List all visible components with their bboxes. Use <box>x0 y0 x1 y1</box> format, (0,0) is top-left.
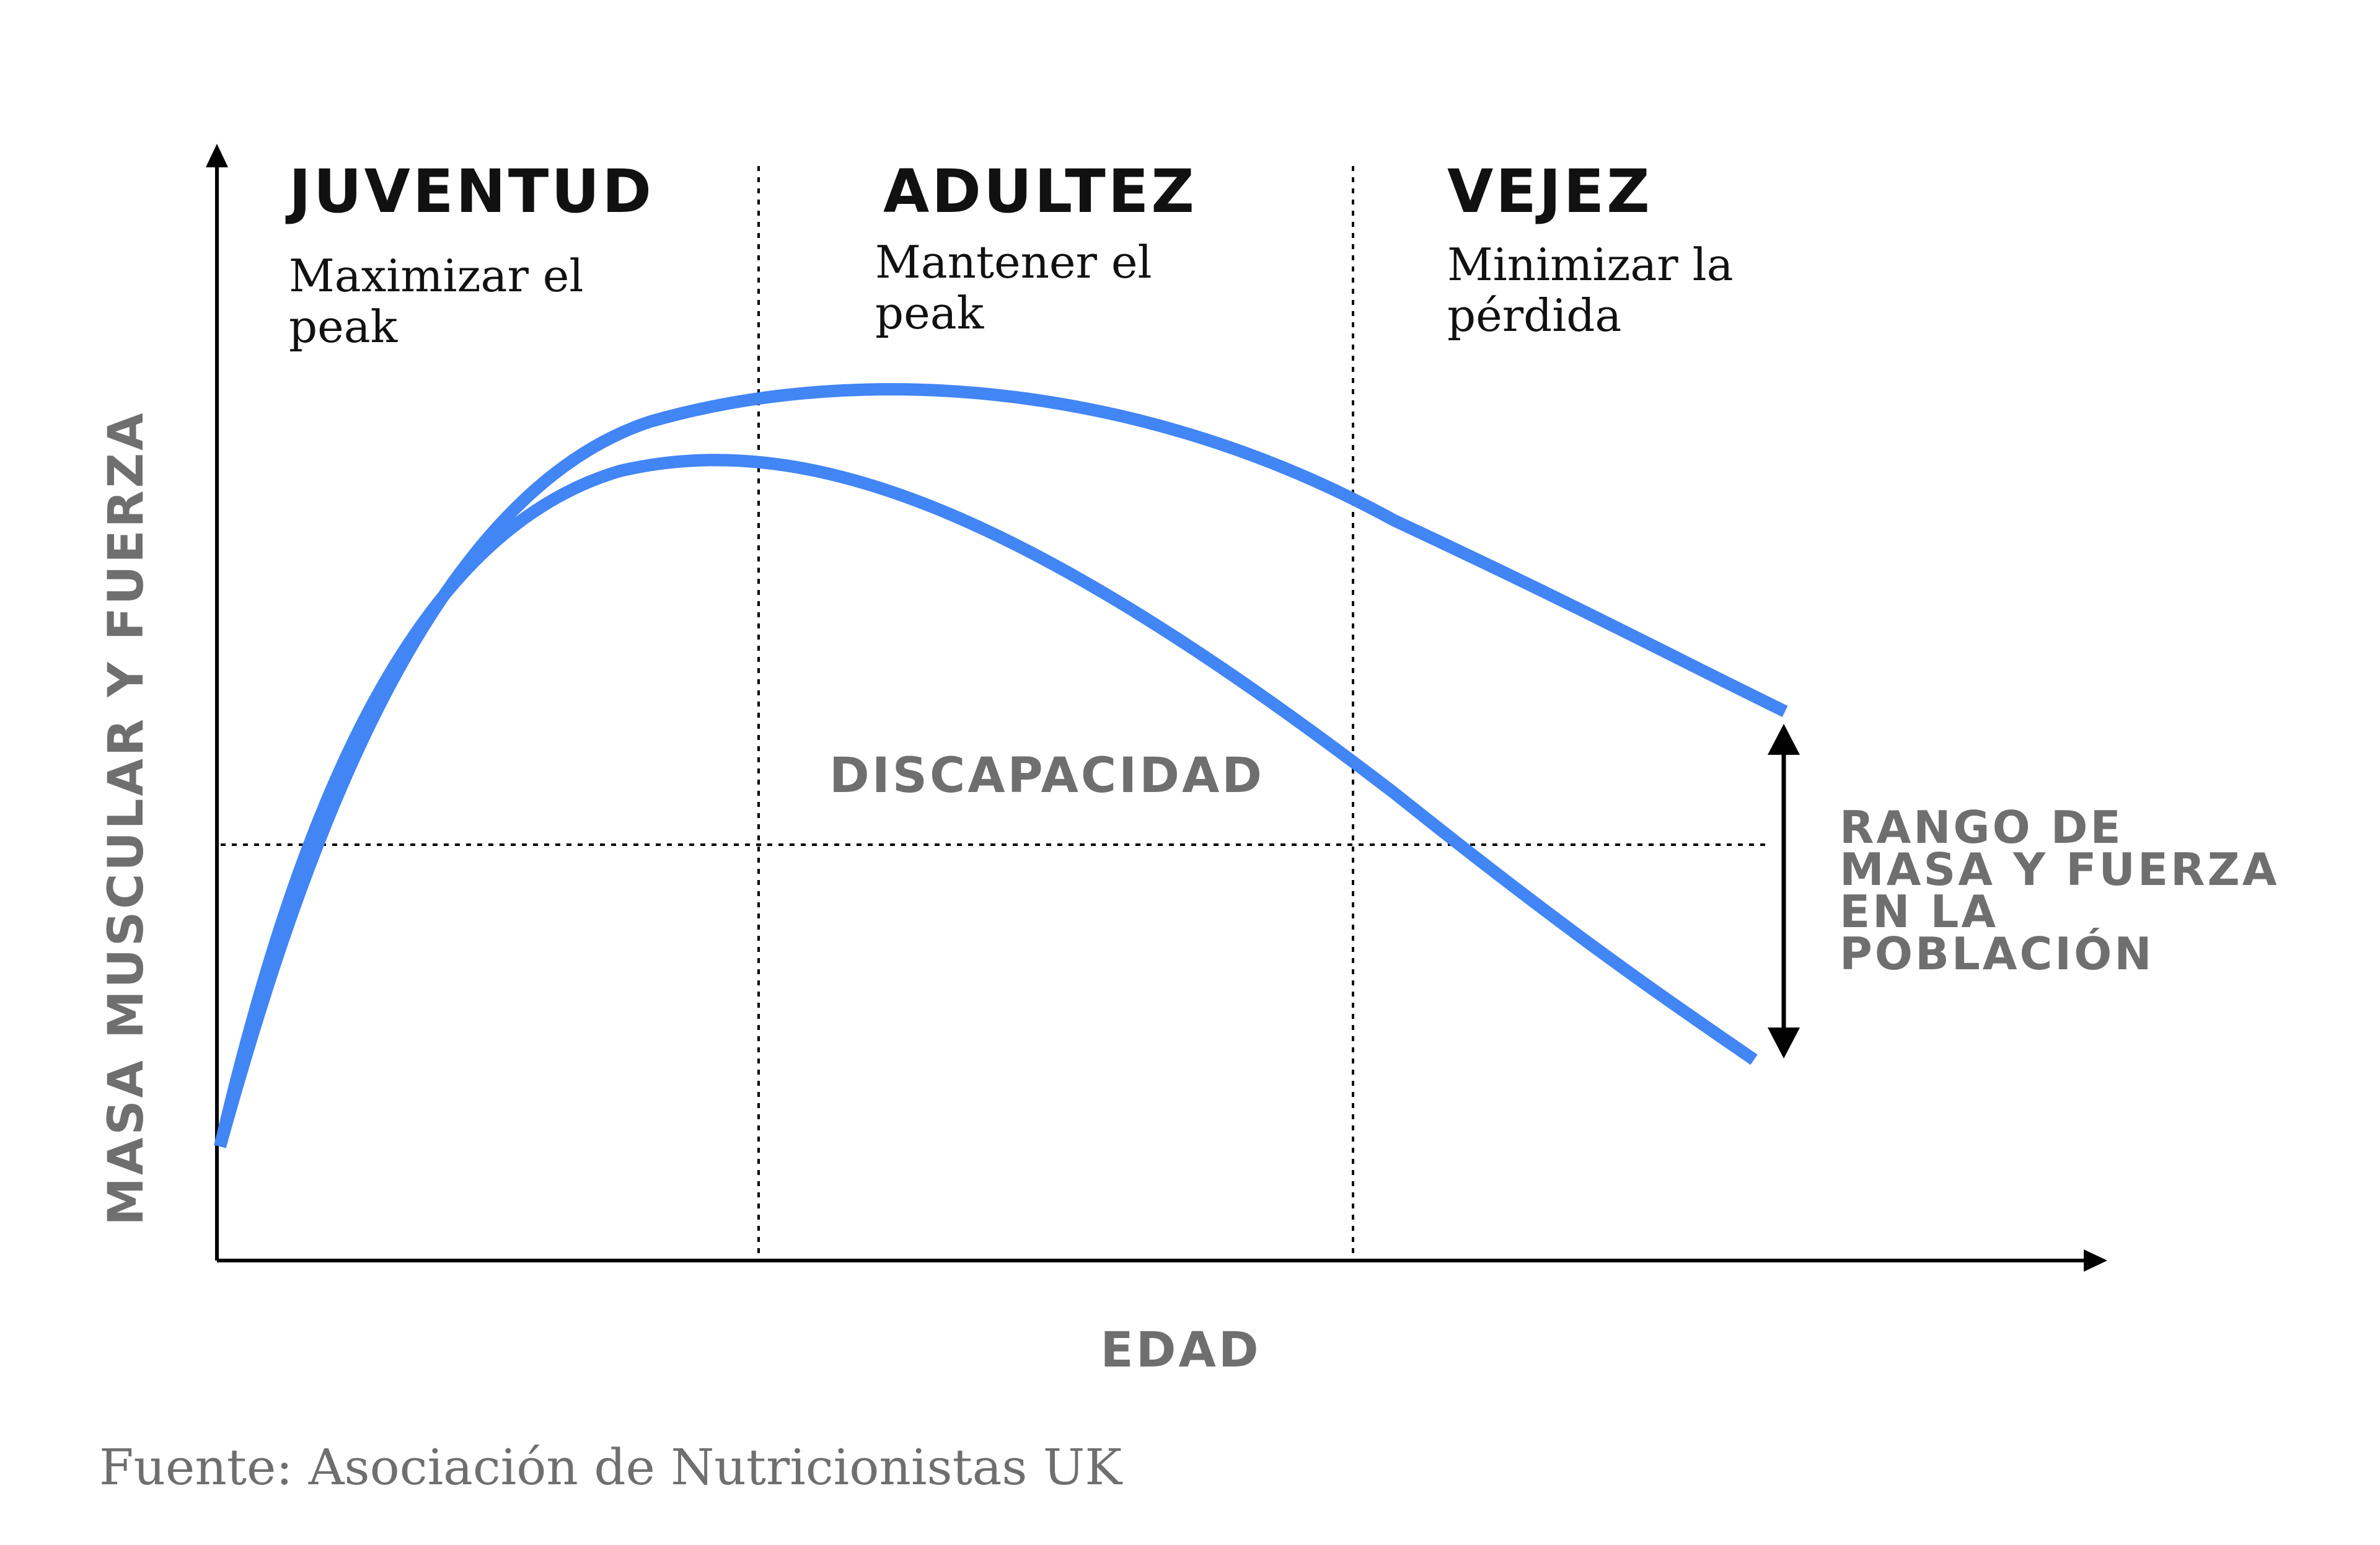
disability-label: DISCAPACIDAD <box>829 748 1264 804</box>
x-axis-label: EDAD <box>1100 1323 1261 1378</box>
range-arrow-down-icon <box>1768 1028 1800 1059</box>
lower-curve <box>214 454 1758 1148</box>
stage-subtitle-adultez-line2: peak <box>875 287 985 339</box>
stage-subtitle-adultez-line1: Mantener el <box>875 236 1152 288</box>
range-label-line1: RANGO DE <box>1840 801 2123 853</box>
range-label-line3: EN LA <box>1840 886 1998 938</box>
range-label-line2: MASA Y FUERZA <box>1840 843 2279 896</box>
stage-subtitle-vejez-line2: pérdida <box>1447 289 1621 341</box>
stage-title-juventud: JUVENTUD <box>285 157 654 226</box>
range-arrow-up-icon <box>1768 724 1800 755</box>
y-axis-label: MASA MUSCULAR Y FUERZA <box>99 410 154 1225</box>
y-axis-arrow-icon <box>206 144 228 167</box>
upper-curve <box>214 383 1788 1148</box>
stage-title-vejez: VEJEZ <box>1447 157 1652 226</box>
source-note: Fuente: Asociación de Nutricionistas UK <box>99 1438 1122 1496</box>
range-label-line4: POBLACIÓN <box>1840 928 2154 980</box>
x-axis-arrow-icon <box>2084 1249 2107 1272</box>
stage-subtitle-juventud-line1: Maximizar el <box>289 250 583 302</box>
stage-title-adultez: ADULTEZ <box>883 157 1197 226</box>
stage-subtitle-juventud-line2: peak <box>289 301 399 353</box>
stage-subtitle-vejez-line1: Minimizar la <box>1447 239 1734 291</box>
